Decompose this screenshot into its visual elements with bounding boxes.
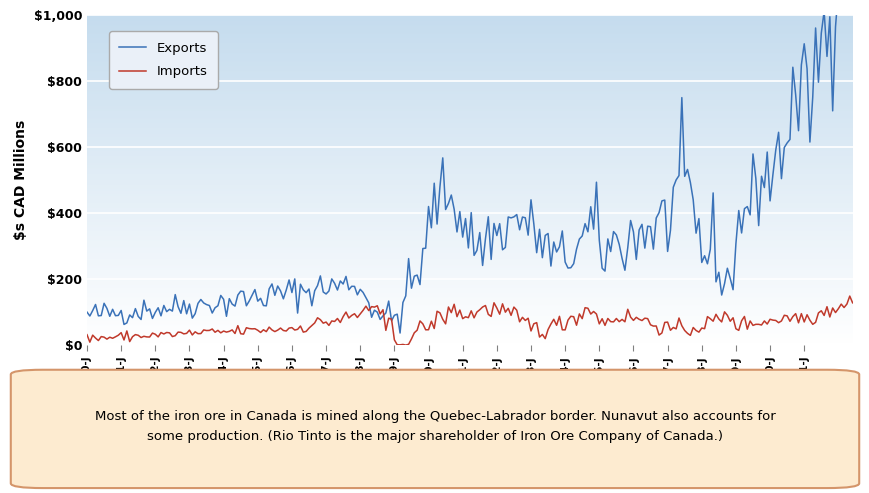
Text: Most of the iron ore in Canada is mined along the Quebec-Labrador border. Nunavu: Most of the iron ore in Canada is mined … [95, 410, 774, 443]
Exports [82, 309, 92, 315]
Legend: Exports, Imports: Exports, Imports [109, 31, 217, 89]
Imports [198, 327, 209, 333]
FancyBboxPatch shape [10, 370, 859, 488]
Imports [846, 300, 857, 306]
Exports [522, 232, 533, 238]
Imports [400, 342, 410, 348]
Line: Exports: Exports [87, 0, 852, 333]
Exports [607, 229, 618, 235]
Imports [287, 325, 297, 331]
Line: Imports: Imports [87, 296, 852, 345]
X-axis label: Year & Month: Year & Month [416, 384, 522, 398]
Imports [522, 315, 533, 321]
Y-axis label: $s CAD Millions: $s CAD Millions [14, 120, 28, 240]
Exports [110, 313, 121, 318]
Exports [395, 330, 405, 336]
Imports [844, 293, 854, 299]
Exports [287, 289, 297, 295]
Imports [82, 332, 92, 338]
Imports [343, 315, 354, 321]
Exports [343, 287, 354, 293]
Imports [110, 334, 121, 340]
Imports [607, 319, 618, 325]
Exports [198, 300, 209, 306]
